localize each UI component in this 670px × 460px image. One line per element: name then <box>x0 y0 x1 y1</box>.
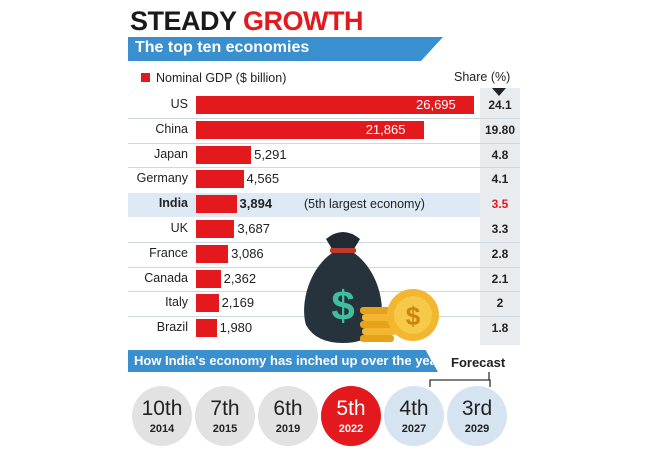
forecast-label: Forecast <box>451 355 506 370</box>
india-annotation: (5th largest economy) <box>304 197 425 211</box>
bar-china <box>196 120 424 139</box>
history-title: How India's economy has inched up over t… <box>134 353 450 368</box>
share-header-arrow-icon <box>492 88 506 96</box>
rank-label: 10th <box>141 397 183 420</box>
year-label: 2029 <box>464 423 490 435</box>
bar-japan <box>196 145 252 164</box>
category-label-italy: Italy <box>165 295 188 310</box>
share-value-france: 2.8 <box>491 246 509 261</box>
row-separator <box>128 117 520 119</box>
rank-label: 6th <box>273 397 303 420</box>
category-label-uk: UK <box>170 221 188 235</box>
bar-italy <box>196 294 219 313</box>
category-label-brazil: Brazil <box>156 320 188 335</box>
chart-legend: Nominal GDP ($ billion) <box>141 71 286 85</box>
category-label-japan: Japan <box>153 146 188 161</box>
share-value-germany: 4.1 <box>491 172 509 187</box>
share-value-india: 3.5 <box>491 197 509 212</box>
legend-label: Nominal GDP ($ billion) <box>156 71 287 85</box>
share-value-canada: 2.1 <box>491 271 509 286</box>
share-value-china: 19.80 <box>484 122 516 137</box>
category-label-canada: Canada <box>144 270 188 285</box>
share-column-header: Share (%) <box>454 70 511 84</box>
money-bag-coins-icon: $ $ <box>304 232 439 343</box>
bar-us <box>196 96 474 114</box>
subtitle-banner: The top ten economies <box>128 37 443 61</box>
value-label-india: 3,894 <box>239 196 273 212</box>
value-label-us: 26,695 <box>416 97 456 112</box>
category-label-germany: Germany <box>136 171 188 186</box>
row-separator <box>128 167 520 169</box>
title-word-growth: GROWTH <box>243 6 364 36</box>
row-separator <box>128 241 520 243</box>
bar-france <box>196 244 229 263</box>
value-label-germany: 4,565 <box>246 171 280 187</box>
bar-brazil <box>196 319 217 338</box>
row-separator <box>128 142 520 144</box>
title-word-steady: STEADY <box>130 6 237 36</box>
value-label-italy: 2,169 <box>221 295 255 311</box>
category-label-us: US <box>170 97 188 111</box>
rank-circle-2027: 4th 2027 <box>384 386 444 446</box>
bar-india <box>196 195 237 214</box>
bar-germany <box>196 170 244 189</box>
category-label-china: China <box>155 121 188 136</box>
highlight-row-india <box>128 193 520 217</box>
bar-canada <box>196 269 221 288</box>
year-label: 2019 <box>275 423 301 435</box>
share-value-us: 24.1 <box>488 98 512 112</box>
share-value-brazil: 1.8 <box>491 321 509 336</box>
svg-text:$: $ <box>406 301 421 331</box>
rank-label: 3rd <box>461 397 493 420</box>
rank-circle-2014: 10th 2014 <box>132 386 192 446</box>
category-label-france: France <box>149 245 188 260</box>
value-label-france: 3,086 <box>231 245 264 261</box>
chart-subtitle: The top ten economies <box>135 39 310 56</box>
year-label: 2027 <box>401 423 427 435</box>
category-label-india: India <box>158 196 188 211</box>
value-label-china: 21,865 <box>365 121 406 137</box>
page-title: STEADY GROWTH <box>130 6 364 36</box>
infographic-panel: STEADY GROWTH The top ten economies Nomi… <box>128 0 520 460</box>
year-label: 2015 <box>212 423 238 435</box>
share-value-italy: 2 <box>496 296 504 311</box>
rank-circle-2019: 6th 2019 <box>258 386 318 446</box>
rank-label: 4th <box>399 397 429 420</box>
share-value-japan: 4.8 <box>491 147 509 162</box>
rank-circle-2029: 3rd 2029 <box>447 386 507 446</box>
value-label-uk: 3,687 <box>237 221 270 236</box>
year-label: 2014 <box>149 423 175 435</box>
year-label: 2022 <box>338 423 364 435</box>
value-label-canada: 2,362 <box>223 270 257 286</box>
rank-circle-2022: 5th 2022 <box>321 386 381 446</box>
rank-label: 5th <box>336 397 366 420</box>
bar-uk <box>196 220 235 238</box>
value-label-brazil: 1,980 <box>219 320 253 336</box>
share-value-uk: 3.3 <box>491 222 509 236</box>
rank-circle-2015: 7th 2015 <box>195 386 255 446</box>
svg-text:$: $ <box>331 282 354 329</box>
history-banner: How India's economy has inched up over t… <box>128 350 438 372</box>
legend-swatch <box>141 73 150 82</box>
rank-label: 7th <box>210 397 240 420</box>
value-label-japan: 5,291 <box>254 146 287 162</box>
share-column-background <box>480 88 520 345</box>
